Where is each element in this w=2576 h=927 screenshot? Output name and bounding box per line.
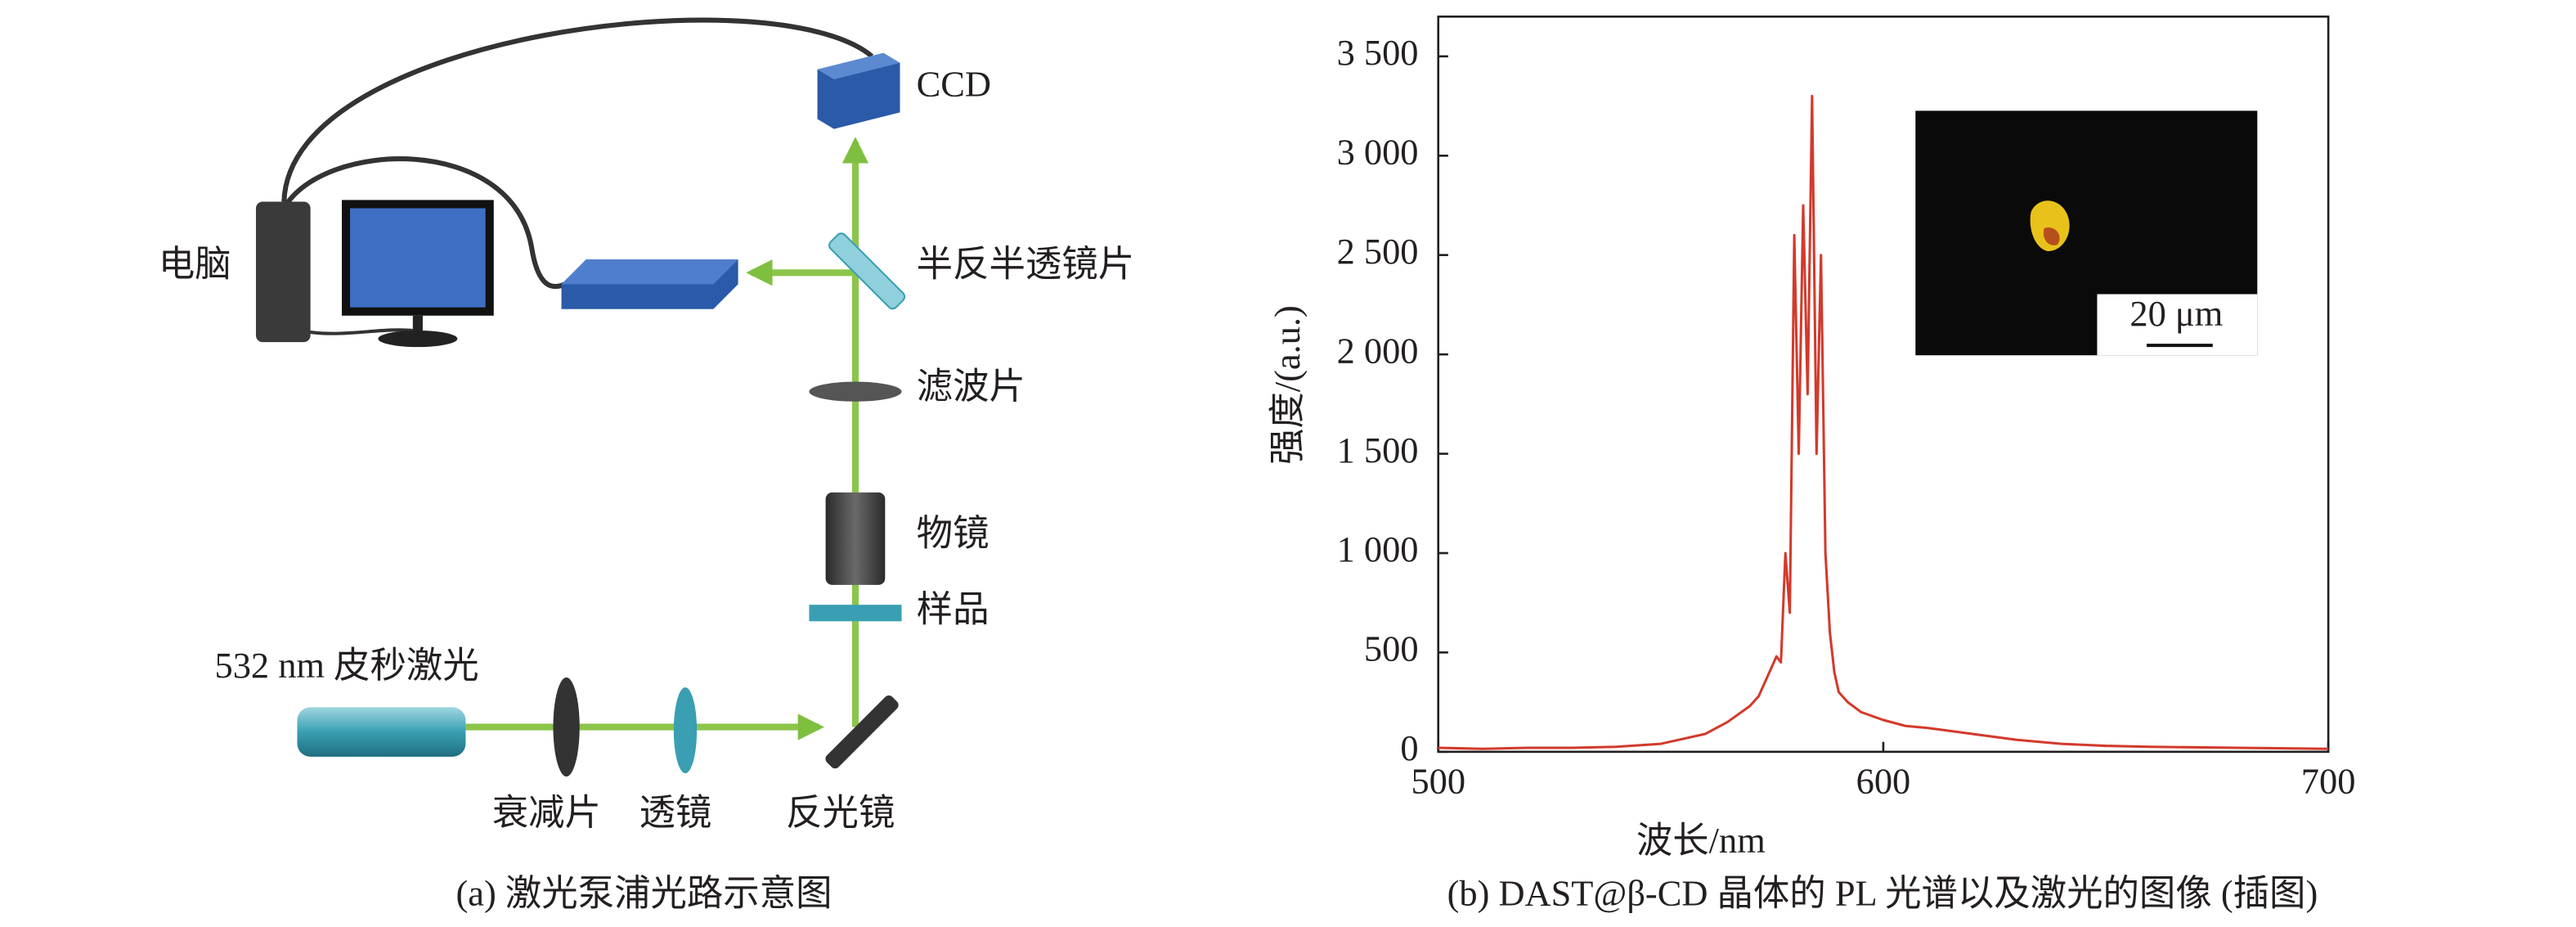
mirror-shape [825, 695, 899, 769]
label: 半反半透镜片 [917, 243, 1134, 284]
x-tick-label: 500 [1411, 760, 1465, 801]
label: 样品 [917, 588, 990, 629]
lens-shape [673, 687, 698, 774]
y-tick-label: 3 000 [1337, 131, 1419, 172]
crystal [2030, 200, 2070, 252]
x-tick-label: 700 [2301, 760, 2356, 801]
spectrum-chart: 20 μm 波长/nm 强度/(a.u.) (b) DAST@β-CD 晶体的 … [1267, 15, 2356, 914]
label: 532 nm 皮秒激光 [214, 645, 478, 686]
y-axis-label: 强度/(a.u.) [1267, 305, 1308, 465]
objective-shape [825, 492, 886, 585]
computer-tower [255, 201, 311, 343]
label: 滤波片 [917, 366, 1025, 407]
x-axis-label: 波长/nm [1636, 820, 1766, 861]
caption: (b) DAST@β-CD 晶体的 PL 光谱以及激光的图像 (插图) [1447, 873, 2318, 914]
monitor-base [378, 330, 458, 348]
crystal-spot [2043, 227, 2060, 245]
y-tick-label: 1 000 [1337, 529, 1419, 569]
caption: (a) 激光泵浦光路示意图 [456, 873, 832, 914]
cable [300, 328, 414, 335]
inset: 20 μm [1915, 110, 2258, 356]
label: 透镜 [639, 792, 711, 833]
label: 衰减片 [492, 792, 601, 833]
cable [281, 17, 874, 202]
spectrometer-top [561, 259, 738, 285]
ccd-camera-top [817, 52, 900, 80]
spectrum-line [1438, 94, 2329, 750]
label: CCD [917, 63, 991, 104]
sample-shape [809, 605, 902, 622]
filter-shape [809, 381, 902, 402]
y-tick-label: 1 500 [1337, 430, 1419, 470]
monitor-stand [412, 315, 423, 332]
y-tick-label: 500 [1364, 628, 1419, 669]
setup-diagram: CCD 电脑 半反半透镜片 滤波片 物镜 样品 532 nm 皮秒激光 衰减片 … [159, 17, 1134, 914]
y-tick-label: 2 000 [1337, 330, 1419, 371]
beam-splitter-shape [828, 232, 906, 310]
attenuator-shape [553, 677, 580, 777]
cable [281, 156, 566, 290]
label: 电脑 [159, 243, 231, 284]
label: 物镜 [917, 513, 990, 554]
y-tick-label: 2 500 [1337, 231, 1419, 272]
laser [297, 707, 466, 757]
x-tick-label: 600 [1856, 760, 1911, 801]
y-tick-label: 0 [1400, 727, 1418, 768]
label: 反光镜 [786, 792, 895, 833]
y-tick-label: 3 500 [1337, 32, 1419, 73]
monitor-screen [350, 208, 486, 308]
scale-label: 20 μm [2129, 293, 2223, 334]
